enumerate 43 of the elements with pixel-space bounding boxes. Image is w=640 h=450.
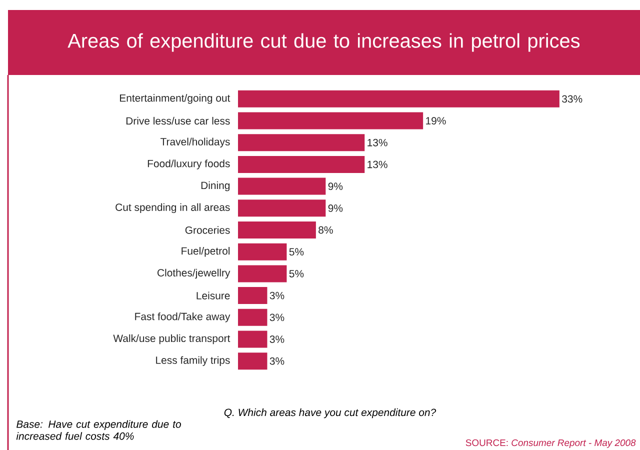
data-label: 13% [368, 160, 388, 168]
data-label: 3% [270, 314, 284, 322]
y-tick-label: Food/luxury foods [148, 160, 230, 170]
bar [238, 200, 326, 217]
data-label: 9% [328, 204, 343, 212]
data-label: 5% [289, 270, 304, 278]
y-tick-label: Less family trips [156, 356, 230, 366]
y-tick-label: Fast food/Take away [135, 312, 230, 322]
bar [238, 352, 268, 370]
data-label: 33% [562, 95, 582, 103]
data-label: 5% [289, 248, 304, 256]
data-label: 13% [368, 138, 388, 146]
y-tick-label: Drive less/use car less [126, 116, 230, 125]
y-tick-label: Travel/holidays [160, 138, 230, 148]
bar [238, 330, 268, 348]
bar [238, 243, 287, 260]
y-tick-label: Groceries [185, 226, 230, 234]
bar [238, 265, 287, 282]
chart-title: Areas of expenditure cut due to increases in petrol prices [68, 33, 580, 52]
data-label: 9% [328, 182, 343, 190]
bar [238, 90, 560, 108]
y-tick-label: Entertainment/going out [120, 94, 230, 104]
bar [238, 134, 365, 152]
bar [238, 287, 268, 304]
y-tick-label: Clothes/jewellry [158, 268, 230, 279]
bar [238, 156, 365, 173]
bar [238, 222, 316, 239]
y-tick-label: Cut spending in all areas [116, 203, 230, 214]
bar [238, 308, 268, 326]
source-note: SOURCE: Consumer Report - May 2008 [466, 439, 636, 448]
data-label: 3% [270, 336, 284, 343]
bar [238, 112, 424, 130]
data-label: 8% [318, 226, 333, 234]
data-label: 3% [270, 292, 284, 300]
text: Q. Which areas have you cut expenditure on? [224, 408, 436, 418]
y-tick-label: Walk/use public transport [113, 334, 230, 344]
data-label: 3% [270, 357, 284, 365]
y-tick-label: Leisure [196, 292, 230, 300]
bar [238, 178, 326, 195]
y-tick-label: Fuel/petrol [182, 246, 230, 257]
text: Base: Have cut expenditure due to increased fuel costs 40% [16, 420, 181, 440]
y-tick-label: Dining [201, 181, 230, 192]
data-label: 19% [426, 117, 446, 124]
